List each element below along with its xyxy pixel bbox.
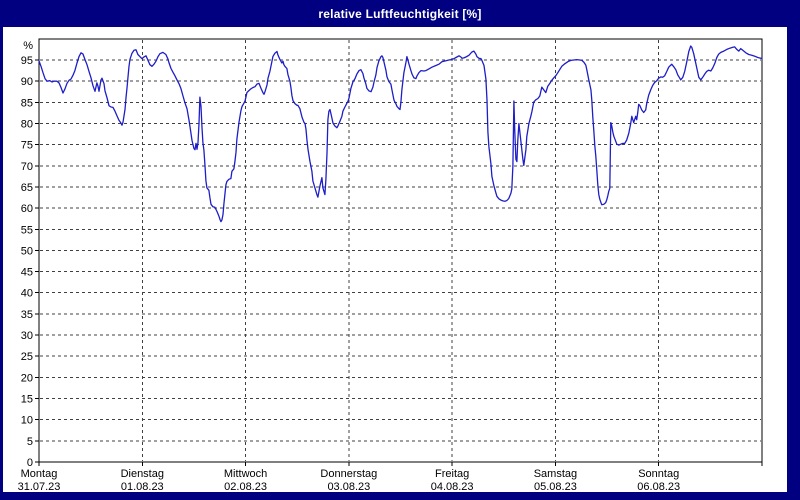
title-bar-bg [0, 0, 800, 27]
frame-left-border [0, 27, 3, 500]
x-day-date-label: 04.08.23 [431, 481, 474, 493]
y-tick-label: 25 [21, 351, 33, 363]
y-tick-label: 15 [21, 394, 33, 406]
y-tick-label: 35 [21, 309, 33, 321]
x-day-date-label: 02.08.23 [224, 481, 267, 493]
y-tick-label: 65 [21, 182, 33, 194]
chart-title: relative Luftfeuchtigkeit [%] [318, 6, 482, 21]
y-tick-label: 95 [21, 55, 33, 67]
y-tick-label: 75 [21, 140, 33, 152]
x-day-date-label: 01.08.23 [121, 481, 164, 493]
y-tick-label: 50 [21, 245, 33, 257]
chart-title-bar: relative Luftfeuchtigkeit [%] [0, 0, 800, 27]
y-tick-label: 0 [27, 457, 33, 469]
y-tick-label: 30 [21, 330, 33, 342]
y-tick-label: 10 [21, 415, 33, 427]
y-tick-label: 80 [21, 118, 33, 130]
frame-right-border [787, 27, 800, 500]
x-day-name-label: Samstag [534, 468, 577, 480]
y-tick-label: 90 [21, 76, 33, 88]
x-day-date-label: 06.08.23 [637, 481, 680, 493]
y-tick-label: 45 [21, 267, 33, 279]
y-tick-label: 85 [21, 97, 33, 109]
x-day-name-label: Mittwoch [224, 468, 267, 480]
y-tick-label: 5 [27, 436, 33, 448]
y-axis-unit-label: % [23, 40, 33, 52]
y-tick-label: 70 [21, 161, 33, 173]
humidity-series-line [38, 45, 763, 223]
y-tick-label: 40 [21, 288, 33, 300]
x-day-name-label: Sonntag [638, 468, 679, 480]
y-tick-label: 60 [21, 203, 33, 215]
x-day-name-label: Montag [21, 468, 58, 480]
y-tick-label: 55 [21, 224, 33, 236]
chart-background [0, 27, 800, 500]
y-tick-label: 20 [21, 372, 33, 384]
x-day-date-label: 03.08.23 [327, 481, 370, 493]
x-day-date-label: 05.08.23 [534, 481, 577, 493]
frame-bottom-border [0, 492, 800, 500]
x-day-name-label: Freitag [435, 468, 469, 480]
x-day-date-label: 31.07.23 [18, 481, 61, 493]
x-day-name-label: Dienstag [121, 468, 164, 480]
x-day-name-label: Donnerstag [320, 468, 377, 480]
